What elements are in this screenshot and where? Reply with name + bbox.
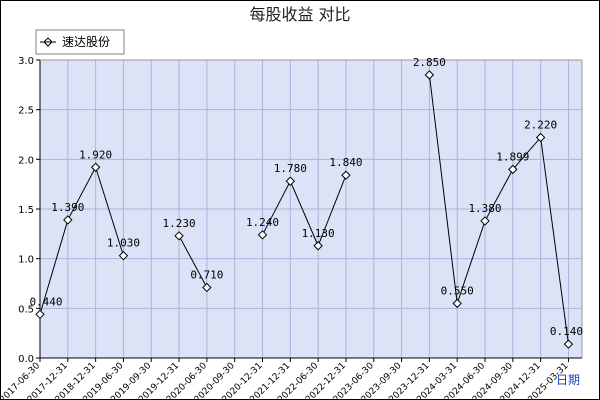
data-label-11: 1.840 (329, 156, 362, 169)
data-point-1 (63, 215, 73, 225)
legend-series-name: 速达股份 (62, 35, 110, 49)
x-axis-ticks: 2017-06-302017-12-312018-12-312019-06-30… (0, 358, 571, 400)
data-label-15: 0.550 (441, 284, 474, 297)
y-tick-label-0: 0.0 (18, 354, 34, 365)
data-label-0: 0.440 (29, 295, 62, 308)
series-line-segment-1 (178, 235, 208, 288)
data-point-6 (202, 282, 212, 293)
data-point-3 (118, 250, 129, 261)
data-label-1: 1.390 (51, 201, 84, 214)
data-label-19: 0.140 (550, 325, 583, 338)
data-point-5 (174, 231, 184, 241)
data-point-14 (424, 70, 435, 80)
data-label-17: 1.899 (496, 150, 529, 163)
data-point-11 (341, 170, 351, 180)
data-label-2: 1.920 (79, 148, 112, 161)
y-tick-label-5: 2.5 (18, 106, 34, 117)
y-tick-label-2: 1.0 (18, 255, 34, 266)
data-point-10 (313, 241, 323, 251)
data-label-6: 0.710 (190, 268, 223, 281)
legend: 速达股份 (35, 29, 125, 55)
data-point-16 (480, 216, 490, 226)
y-tick-label-1: 0.5 (18, 304, 34, 315)
data-point-2 (90, 162, 101, 172)
chart-title: 每股收益 对比 (249, 5, 350, 24)
y-tick-label-6: 3.0 (18, 56, 34, 67)
series-line (39, 74, 569, 345)
data-label-5: 1.230 (163, 217, 196, 230)
data-point-17 (508, 164, 518, 175)
series-line-segment-0 (39, 165, 124, 315)
data-point-19 (563, 339, 574, 349)
data-label-16: 1.380 (468, 202, 501, 215)
data-point-18 (535, 132, 546, 143)
data-point-9 (285, 176, 296, 186)
data-label-10: 1.130 (302, 227, 335, 240)
y-tick-label-4: 2.0 (18, 155, 34, 166)
data-point-0 (35, 309, 45, 320)
data-label-3: 1.030 (107, 237, 140, 250)
data-label-8: 1.240 (246, 216, 279, 229)
data-label-9: 1.780 (274, 162, 307, 175)
data-point-15 (452, 298, 462, 309)
data-point-8 (257, 230, 268, 240)
legend-marker-icon (43, 37, 53, 47)
data-label-14: 2.850 (413, 56, 446, 69)
series-line-segment-2 (262, 175, 347, 248)
data-label-18: 2.220 (524, 118, 557, 131)
data-labels: 0.440 1.390 1.920 1.030 1.230 0.710 1.240 1.780… (29, 56, 583, 338)
series-line-segment-3 (428, 74, 569, 345)
series-points (35, 70, 574, 349)
y-tick-label-3: 1.5 (18, 205, 34, 216)
y-axis-ticks: 0.0 0.5 1.0 1.5 2.0 2.5 3.0 (18, 56, 40, 365)
x-axis-label: 日期 (556, 373, 580, 387)
